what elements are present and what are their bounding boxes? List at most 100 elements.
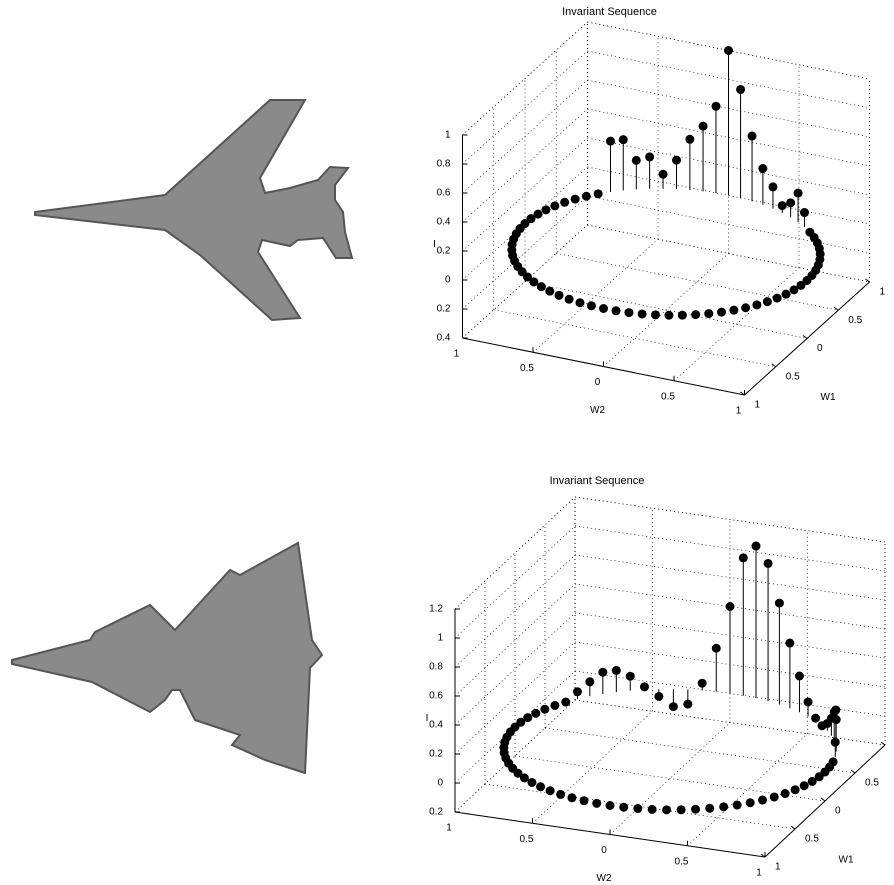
grid-line [494, 310, 776, 367]
w2-tick-label: 0 [601, 845, 607, 856]
w1-tick-label: 1 [775, 862, 781, 873]
stem-point [575, 298, 584, 307]
w1-tick-label: 1 [880, 287, 886, 298]
airplane-silhouette [35, 100, 352, 320]
grid-line [688, 734, 808, 846]
stem-point [773, 294, 782, 303]
stem-point [533, 210, 542, 219]
stem-point [775, 599, 784, 608]
w2-tick-label: 1 [736, 406, 742, 417]
w2-tick-label: 1 [454, 349, 460, 360]
z-tick-label: 0.6 [429, 691, 443, 702]
stem-point [736, 85, 745, 94]
z-axis-label: I [433, 239, 436, 250]
stem-point [739, 553, 748, 562]
stem-point [587, 301, 596, 310]
stem-point [831, 738, 840, 747]
z-tick-label: 0.2 [437, 304, 451, 315]
stem-point [592, 799, 601, 808]
z-tick-label: 0 [437, 778, 443, 789]
w2-tick-label: 0 [595, 377, 601, 388]
tick-mark [791, 826, 795, 829]
grid-line [463, 225, 588, 338]
tick-mark [851, 770, 855, 773]
w1-tick-label: 0 [835, 806, 841, 817]
stem-point [599, 304, 608, 313]
stem-point [565, 295, 574, 304]
stem-point [804, 698, 813, 707]
stem-point [672, 156, 681, 165]
stem-point [741, 303, 750, 312]
w1-tick-label: 1 [755, 400, 761, 411]
stem-point [545, 287, 554, 296]
stem-point [691, 805, 700, 814]
stem-point [831, 705, 840, 714]
stem-point [654, 692, 663, 701]
stem-point [598, 668, 607, 677]
z-tick-label: 0.6 [437, 188, 451, 199]
stem-point [640, 682, 649, 691]
stem-point [768, 182, 777, 191]
stem-point [782, 290, 791, 299]
w1-tick-label: 0.5 [786, 371, 800, 382]
stem-point [550, 201, 559, 210]
stem-point [531, 709, 540, 718]
stem-point [632, 156, 641, 165]
stem-point [752, 300, 761, 309]
stem-point [781, 789, 790, 798]
stem-point [582, 192, 591, 201]
w1-axis-label: W1 [821, 392, 836, 403]
chart-title: Invariant Sequence [562, 6, 657, 18]
stem-point [573, 687, 582, 696]
stem-point [795, 672, 804, 681]
w2-tick-label: 1 [756, 868, 762, 879]
stem-point [638, 309, 647, 318]
z-tick-label: 0.4 [437, 217, 451, 228]
stem-point [711, 102, 720, 111]
w2-tick-label: 0.5 [675, 856, 689, 867]
stem-point [786, 198, 795, 207]
stem-point [729, 306, 738, 315]
stem-point [698, 679, 707, 688]
stem-point [540, 705, 549, 714]
grid-line [463, 138, 588, 251]
tick-mark [821, 798, 825, 801]
stem-point [527, 778, 536, 787]
stem-point [651, 310, 660, 319]
stem-point [606, 137, 615, 146]
grid-line [545, 728, 855, 773]
w1-tick-label: 0.5 [865, 778, 879, 789]
stem-point [704, 309, 713, 318]
stem-point [585, 677, 594, 686]
stem-point [664, 311, 673, 320]
w1-tick-label: 0.5 [805, 834, 819, 845]
stem-point [624, 308, 633, 317]
w2-tick-label: 0.5 [520, 363, 534, 374]
grid-line [575, 526, 885, 571]
stem-point [683, 700, 692, 709]
grid-line [533, 239, 658, 352]
stem-point [556, 790, 565, 799]
stem-point [746, 798, 755, 807]
stem-point [719, 802, 728, 811]
stem-point [785, 639, 794, 648]
stem-point [612, 666, 621, 675]
stem-point [546, 786, 555, 795]
stem-point [677, 805, 686, 814]
tick-mark [881, 742, 885, 745]
stem-point [811, 714, 820, 723]
z-tick-label: 0.4 [429, 720, 443, 731]
stem-point [662, 805, 671, 814]
z-tick-label: 0.8 [429, 662, 443, 673]
z-tick-label: 0 [445, 275, 451, 286]
z-tick-label: 0.2 [429, 807, 443, 818]
stem-point [619, 135, 628, 144]
figure: 0.4 0.2 0 0.2 0.4 0.6 0.8 1 1 0.5 0 0.5 1 1 0.5 0 0.5 1 I W… [0, 0, 894, 885]
stem-point [800, 208, 809, 217]
w2-axis-label: W2 [590, 405, 605, 416]
stem-point [537, 282, 546, 291]
w2-tick-label: 0.5 [661, 391, 675, 402]
stem-point [758, 796, 767, 805]
stem-point [726, 602, 735, 611]
stem-point [626, 672, 635, 681]
